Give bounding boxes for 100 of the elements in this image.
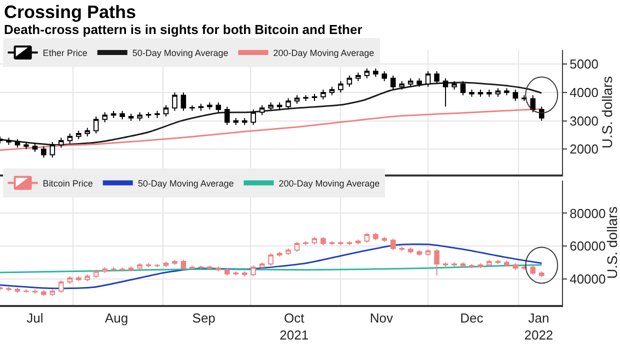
candlestick — [233, 270, 239, 276]
candlestick — [486, 89, 492, 98]
candlestick — [259, 104, 265, 116]
candlestick — [137, 112, 142, 122]
candlestick — [286, 248, 291, 256]
candlestick — [399, 246, 404, 252]
legend-label: 200-Day Moving Average — [278, 178, 380, 188]
candlestick — [452, 80, 457, 90]
legend-label: 200-Day Moving Average — [273, 48, 374, 58]
candlestick — [329, 240, 335, 246]
y-tick-label: 2000 — [570, 142, 599, 157]
candlestick — [390, 238, 396, 251]
candlestick — [84, 274, 90, 282]
candlestick — [242, 270, 248, 277]
candlestick — [58, 280, 64, 294]
candlestick — [390, 74, 396, 90]
candlestick — [512, 262, 518, 270]
candlestick — [32, 288, 38, 294]
candlestick — [207, 265, 212, 270]
y-tick-label: 80000 — [570, 206, 606, 221]
chart-title: Crossing Paths — [4, 2, 136, 22]
candlestick — [346, 74, 352, 88]
candlestick — [338, 80, 344, 93]
candlestick — [452, 262, 457, 267]
candlestick — [110, 266, 116, 272]
candlestick — [242, 117, 248, 126]
candlestick — [180, 92, 186, 112]
candlestick — [346, 240, 352, 246]
candlestick — [216, 266, 222, 272]
legend-label: 50-Day Moving Average — [138, 178, 234, 188]
candlestick — [250, 108, 256, 126]
candlestick — [216, 102, 222, 113]
candlestick — [6, 286, 12, 292]
y-tick-label: 5000 — [570, 56, 599, 72]
candlestick — [512, 89, 518, 102]
x-tick-label: Dec — [460, 310, 484, 326]
candlestick — [24, 142, 29, 150]
chart-subtitle: Death-cross pattern is in sights for both Bitcoin and Ether — [4, 22, 362, 37]
candlestick — [163, 104, 169, 118]
candlestick — [172, 259, 178, 266]
candlestick — [32, 142, 38, 152]
candlestick — [478, 89, 484, 98]
candlestick — [538, 270, 544, 278]
candlestick — [356, 72, 361, 82]
y-tick-label: 60000 — [570, 238, 606, 254]
candlestick — [460, 262, 466, 268]
candlestick — [312, 236, 318, 245]
candlestick — [312, 93, 318, 102]
candlestick — [250, 265, 256, 277]
candlestick — [294, 241, 300, 252]
x-tick-label: Jan 2022 — [524, 310, 554, 342]
candlestick — [460, 80, 466, 96]
candlestick — [190, 104, 195, 112]
candlestick — [425, 70, 431, 88]
candlestick — [190, 265, 195, 270]
candlestick — [530, 94, 536, 113]
candlestick — [84, 127, 90, 137]
candlestick — [486, 259, 492, 267]
x-tick-label: Nov — [370, 310, 394, 326]
candlestick — [128, 266, 134, 272]
candlestick — [364, 232, 370, 244]
candlestick — [102, 266, 108, 274]
candlestick — [356, 238, 361, 245]
candlestick — [276, 251, 282, 258]
candlestick — [50, 288, 56, 296]
candlestick — [469, 89, 474, 98]
legend-label: 50-Day Moving Average — [132, 48, 228, 58]
candlestick — [198, 265, 204, 270]
candlestick — [146, 112, 152, 118]
candlestick — [286, 98, 291, 110]
candlestick — [504, 88, 510, 96]
candlestick — [303, 240, 308, 246]
candlestick — [120, 110, 125, 120]
candlestick — [93, 269, 99, 278]
x-tick-label: Aug — [104, 310, 128, 326]
candlestick — [198, 103, 204, 112]
candlestick — [102, 112, 108, 123]
candlestick — [538, 106, 544, 122]
candlestick — [128, 113, 134, 122]
candlestick — [364, 68, 370, 79]
candlestick — [268, 252, 274, 266]
candlestick — [224, 106, 230, 126]
candlestick — [320, 236, 326, 246]
candlestick — [338, 240, 344, 246]
candlestick — [41, 146, 46, 158]
candlestick — [180, 259, 186, 270]
x-tick-label: Jul — [26, 310, 44, 326]
candlestick — [268, 102, 274, 112]
candlestick — [207, 102, 212, 110]
candlestick — [24, 288, 29, 294]
candlestick — [469, 264, 474, 269]
candlestick — [504, 260, 510, 267]
candlestick — [382, 236, 388, 242]
candlestick — [137, 262, 142, 270]
candlestick — [93, 116, 99, 134]
candlestick — [434, 70, 440, 84]
y-tick-label: 40000 — [570, 271, 606, 286]
candlestick — [373, 68, 378, 78]
candlestick — [495, 88, 501, 98]
candlestick — [276, 102, 282, 110]
